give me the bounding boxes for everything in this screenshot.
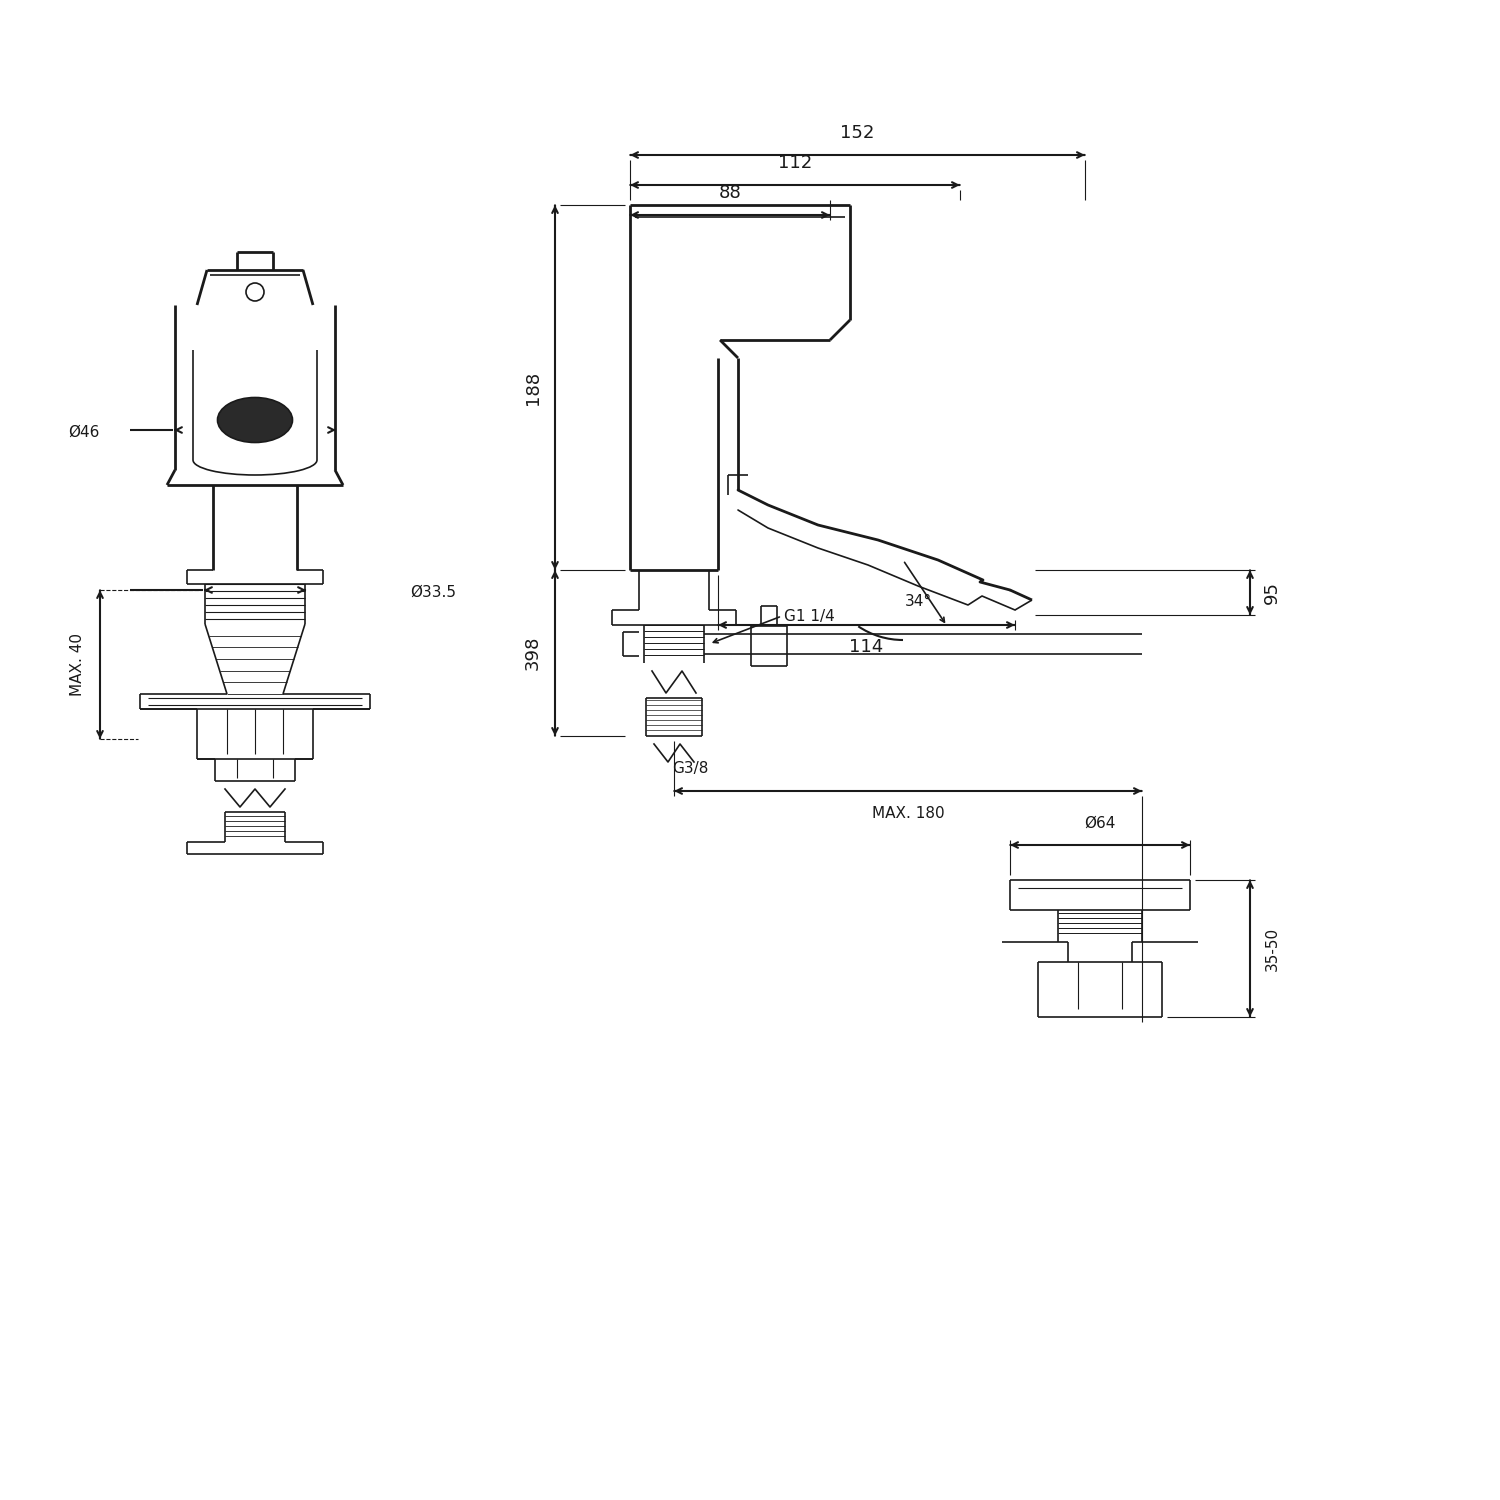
Ellipse shape: [217, 398, 292, 442]
Text: G1 1/4: G1 1/4: [784, 609, 834, 624]
Text: 114: 114: [849, 638, 883, 656]
Text: G3/8: G3/8: [672, 760, 708, 776]
Text: Ø46: Ø46: [69, 424, 100, 439]
Text: 95: 95: [1263, 580, 1281, 604]
Text: Ø64: Ø64: [1084, 816, 1116, 831]
Text: MAX. 180: MAX. 180: [871, 806, 945, 820]
Text: 35-50: 35-50: [1264, 927, 1280, 970]
Text: 112: 112: [778, 154, 812, 172]
Text: 188: 188: [524, 370, 542, 405]
Text: 152: 152: [840, 124, 874, 142]
Text: Ø33.5: Ø33.5: [410, 585, 456, 600]
Text: 34°: 34°: [904, 594, 932, 609]
Text: MAX. 40: MAX. 40: [70, 633, 86, 696]
Text: 398: 398: [524, 636, 542, 670]
Text: 88: 88: [718, 184, 741, 202]
